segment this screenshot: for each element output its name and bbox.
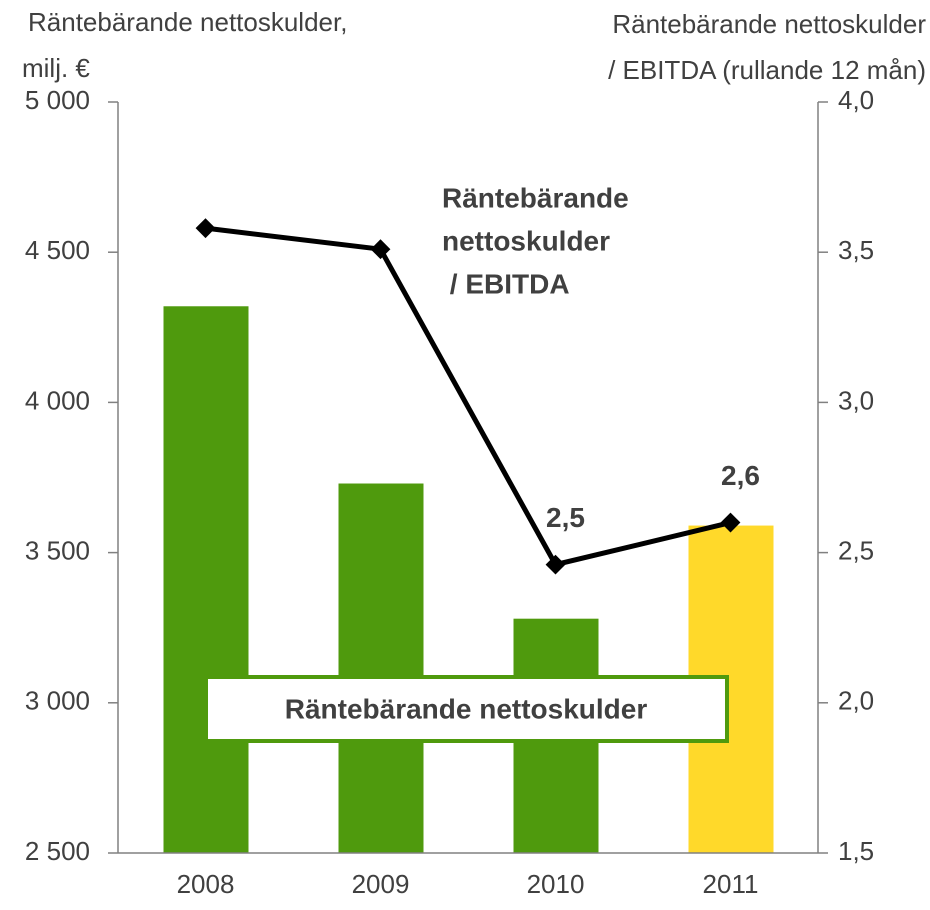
y-axis-title: Räntebärande nettoskulder, [28, 7, 347, 37]
legend-box [204, 675, 729, 743]
line-marker [545, 554, 566, 575]
y-tick-label: 4 000 [25, 385, 90, 415]
annotation: Räntebärande [442, 182, 629, 213]
y2-axis-title: / EBITDA (rullande 12 mån) [608, 55, 926, 85]
bar [338, 483, 424, 853]
annotation: / EBITDA [442, 268, 570, 299]
x-tick-label: 2010 [527, 869, 585, 899]
y-tick-label: 4 500 [25, 235, 90, 265]
legend-label: Räntebärande nettoskulder [285, 693, 648, 724]
line-marker [720, 512, 741, 533]
annotation: nettoskulder [442, 225, 610, 256]
y2-tick-label: 2,0 [838, 686, 874, 716]
x-tick-label: 2011 [703, 869, 759, 899]
y2-tick-label: 1,5 [838, 836, 874, 866]
data-label: 2,6 [721, 460, 760, 491]
y2-tick-label: 4,0 [838, 85, 874, 115]
line [205, 225, 732, 568]
y2-tick-label: 3,5 [838, 235, 874, 265]
x-tick-label: 2008 [177, 869, 235, 899]
y2-tick-label: 2,5 [838, 535, 874, 565]
y2-axis-title: Räntebärande nettoskulder [612, 9, 926, 39]
y-tick-label: 5 000 [25, 85, 90, 115]
y-tick-label: 3 000 [25, 686, 90, 716]
data-label: 2,5 [546, 502, 585, 533]
y-axis-title: milj. € [22, 53, 90, 83]
line-marker [370, 239, 391, 260]
x-tick-label: 2009 [352, 869, 410, 899]
y-tick-label: 3 500 [25, 535, 90, 565]
y2-tick-label: 3,0 [838, 385, 874, 415]
bar [163, 306, 249, 854]
line-marker [195, 218, 216, 239]
y-tick-label: 2 500 [25, 836, 90, 866]
